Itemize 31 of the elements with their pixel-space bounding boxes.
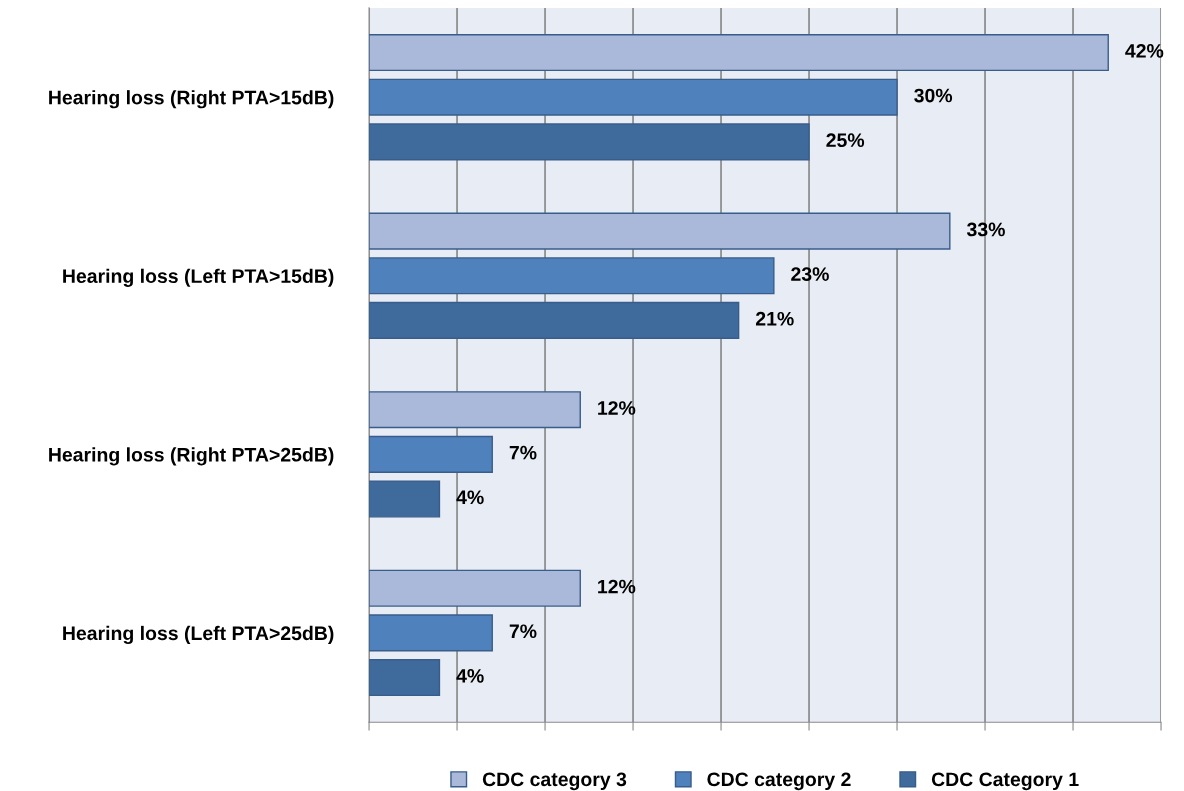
- legend-label: CDC category 2: [707, 772, 851, 791]
- data-label: 7%: [509, 624, 537, 639]
- data-label: 4%: [456, 490, 484, 505]
- data-label: 42%: [1125, 44, 1164, 58]
- bar: [369, 391, 581, 429]
- bar: [369, 569, 581, 607]
- bar: [369, 480, 441, 518]
- bar: [369, 212, 951, 250]
- y-tick-label: Hearing loss (Left PTA>25dB): [63, 625, 334, 645]
- bar: [369, 34, 1109, 72]
- bar: [369, 301, 740, 339]
- data-label: 12%: [598, 579, 636, 594]
- data-label: 21%: [755, 311, 794, 326]
- legend-label: CDC category 3: [482, 772, 627, 791]
- data-label: 7%: [509, 445, 537, 460]
- bar: [369, 78, 898, 116]
- bar: [369, 435, 493, 473]
- data-label: 33%: [966, 222, 1005, 237]
- bar: [369, 658, 441, 697]
- y-tick-label: Hearing loss (Right PTA>15dB): [49, 90, 334, 109]
- data-label: 30%: [914, 88, 953, 103]
- data-label: 4%: [456, 669, 484, 683]
- data-label: 23%: [791, 267, 829, 282]
- y-tick-label: Hearing loss (Left PTA>15dB): [63, 268, 334, 287]
- data-label: 12%: [598, 401, 636, 415]
- bar: [369, 257, 775, 295]
- data-label: 25%: [826, 133, 865, 148]
- legend-label: CDC Category 1: [931, 772, 1079, 791]
- bar: [369, 123, 810, 161]
- y-tick-label: Hearing loss (Right PTA>25dB): [49, 447, 334, 466]
- bar: [369, 614, 493, 652]
